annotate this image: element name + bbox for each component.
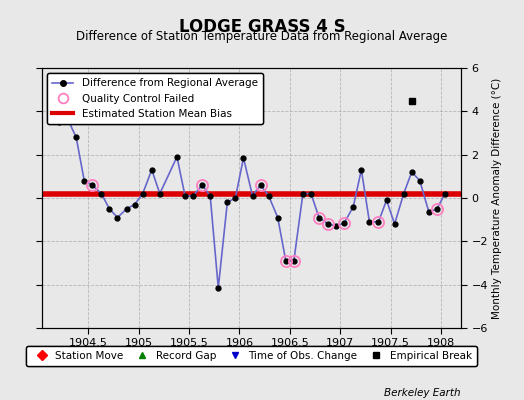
Y-axis label: Monthly Temperature Anomaly Difference (°C): Monthly Temperature Anomaly Difference (… bbox=[492, 77, 502, 319]
Legend: Station Move, Record Gap, Time of Obs. Change, Empirical Break: Station Move, Record Gap, Time of Obs. C… bbox=[26, 346, 477, 366]
Text: Berkeley Earth: Berkeley Earth bbox=[385, 388, 461, 398]
Text: LODGE GRASS 4 S: LODGE GRASS 4 S bbox=[179, 18, 345, 36]
Text: Difference of Station Temperature Data from Regional Average: Difference of Station Temperature Data f… bbox=[77, 30, 447, 43]
Legend: Difference from Regional Average, Quality Control Failed, Estimated Station Mean: Difference from Regional Average, Qualit… bbox=[47, 73, 263, 124]
